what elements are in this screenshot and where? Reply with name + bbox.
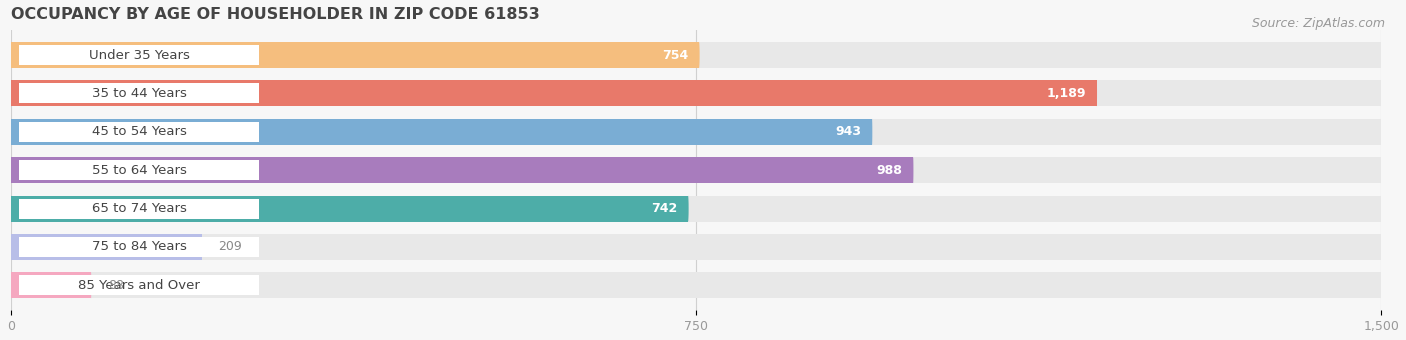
Text: 55 to 64 Years: 55 to 64 Years [91, 164, 187, 177]
Bar [11, 272, 91, 299]
Text: OCCUPANCY BY AGE OF HOUSEHOLDER IN ZIP CODE 61853: OCCUPANCY BY AGE OF HOUSEHOLDER IN ZIP C… [11, 7, 540, 22]
Text: 35 to 44 Years: 35 to 44 Years [91, 87, 187, 100]
Bar [11, 157, 912, 183]
Bar [11, 195, 1381, 222]
Bar [11, 195, 689, 222]
Text: 88: 88 [108, 279, 124, 292]
Bar [20, 45, 259, 65]
Bar [11, 42, 1381, 68]
Text: 209: 209 [218, 240, 242, 254]
Text: Under 35 Years: Under 35 Years [89, 49, 190, 62]
Text: Source: ZipAtlas.com: Source: ZipAtlas.com [1251, 17, 1385, 30]
Text: 85 Years and Over: 85 Years and Over [79, 279, 200, 292]
Text: 943: 943 [835, 125, 862, 138]
Bar [20, 84, 259, 103]
Text: 45 to 54 Years: 45 to 54 Years [91, 125, 187, 138]
Bar [20, 237, 259, 257]
Text: 754: 754 [662, 49, 689, 62]
Bar [20, 122, 259, 142]
Text: 988: 988 [876, 164, 903, 177]
Bar [11, 80, 1097, 106]
Bar [20, 275, 259, 295]
Bar [11, 80, 1381, 106]
Bar [11, 157, 1381, 183]
Text: 1,189: 1,189 [1046, 87, 1085, 100]
Bar [11, 272, 1381, 299]
Bar [11, 234, 1381, 260]
Text: 742: 742 [651, 202, 678, 215]
Bar [20, 199, 259, 219]
Bar [11, 119, 872, 145]
Text: 75 to 84 Years: 75 to 84 Years [91, 240, 187, 254]
Bar [20, 160, 259, 180]
Bar [11, 119, 1381, 145]
Text: 65 to 74 Years: 65 to 74 Years [91, 202, 187, 215]
Bar [11, 234, 201, 260]
Bar [11, 42, 699, 68]
